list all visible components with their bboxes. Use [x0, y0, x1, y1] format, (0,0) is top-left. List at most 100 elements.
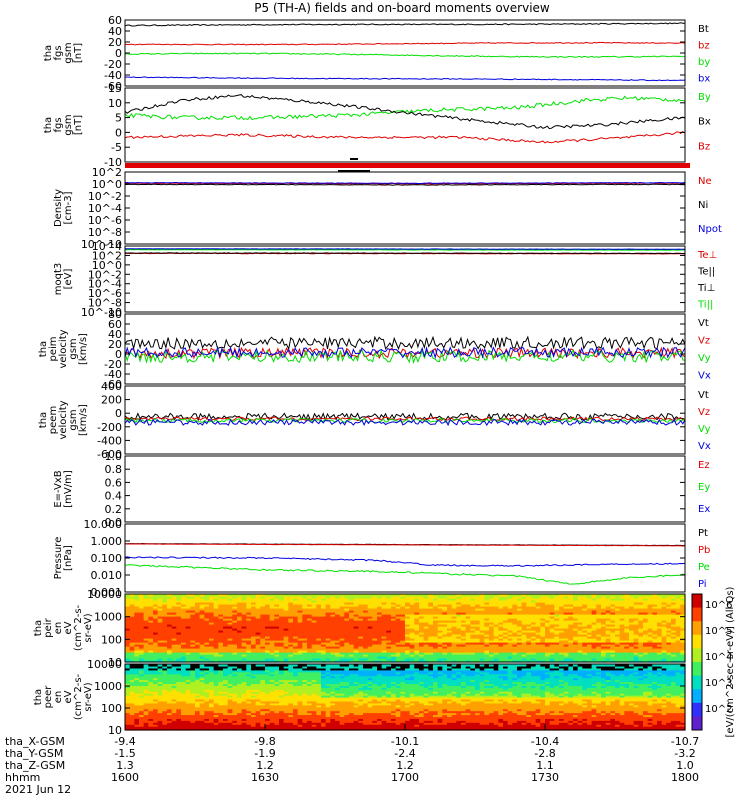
spectrogram-cell: [470, 650, 476, 653]
spectrogram-cell: [125, 634, 131, 637]
spectrogram-cell: [185, 648, 191, 651]
spectrogram-cell: [129, 658, 135, 661]
spectrogram-cell: [167, 622, 173, 625]
spectrogram-cell: [195, 636, 201, 639]
spectrogram-cell: [269, 600, 275, 603]
spectrogram-cell: [391, 644, 397, 647]
spectrogram-cell: [218, 646, 224, 649]
spectrogram-cell: [279, 606, 285, 609]
spectrogram-cell: [489, 608, 495, 611]
spectrogram-cell: [293, 656, 299, 659]
spectrogram-cell: [377, 640, 383, 643]
spectrogram-cell: [437, 636, 443, 639]
spectrogram-cell: [195, 648, 201, 651]
spectrogram-cell: [489, 618, 495, 621]
spectrogram-cell: [405, 610, 411, 613]
y-axis-label: fgs: [53, 45, 64, 60]
spectrogram-cell: [381, 632, 387, 635]
spectrogram-cell: [489, 654, 495, 657]
spectrogram-cell: [293, 658, 299, 661]
y-axis-label: tha: [38, 341, 49, 357]
spectrogram-cell: [535, 636, 541, 639]
spectrogram-cell: [251, 648, 257, 651]
spectrogram-cell: [395, 646, 401, 649]
spectrogram-cell: [353, 598, 359, 601]
spectrogram-cell: [442, 606, 448, 609]
spectrogram-cell: [563, 648, 569, 651]
spectrogram-cell: [405, 654, 411, 657]
spectrogram-cell: [241, 610, 247, 613]
spectrogram-cell: [554, 660, 560, 663]
spectrogram-cell: [251, 654, 257, 657]
spectrogram-cell: [507, 644, 513, 647]
spectrogram-cell: [363, 604, 369, 607]
spectrogram-cell: [129, 604, 135, 607]
spectrogram-cell: [330, 636, 336, 639]
spectrogram-cell: [372, 640, 378, 643]
spectrogram-cell: [456, 630, 462, 633]
spectrogram-cell: [419, 632, 425, 635]
spectrogram-cell: [405, 634, 411, 637]
spectrogram-cell: [498, 658, 504, 661]
spectrogram-cell: [162, 604, 168, 607]
spectrogram-cell: [125, 594, 131, 597]
series-line-Vy: [124, 417, 686, 424]
spectrogram-cell: [125, 614, 131, 617]
spectrogram-cell: [227, 620, 233, 623]
spectrogram-cell: [274, 610, 280, 613]
spectrogram-cell: [442, 618, 448, 621]
spectrogram-cell: [241, 600, 247, 603]
spectrogram-cell: [363, 644, 369, 647]
y-tick-label: 10.000: [84, 518, 123, 531]
spectrogram-cell: [176, 608, 182, 611]
spectrogram-cell: [176, 660, 182, 663]
spectrogram-cell: [335, 632, 341, 635]
spectrogram-cell: [437, 656, 443, 659]
spectrogram-cell: [489, 632, 495, 635]
y-axis-label: gsm: [63, 114, 74, 135]
spectrogram-cell: [400, 638, 406, 641]
spectrogram-cell: [531, 596, 537, 599]
spectrogram-cell: [339, 642, 345, 645]
spectrogram-cell: [433, 610, 439, 613]
spectrogram-cell: [559, 654, 565, 657]
spectrogram-cell: [540, 634, 546, 637]
spectrogram-cell: [181, 632, 187, 635]
spectrogram-cell: [260, 648, 266, 651]
spectrogram-cell: [316, 604, 322, 607]
spectrogram-cell: [512, 620, 518, 623]
spectrogram-cell: [232, 652, 238, 655]
spectrogram-cell: [456, 638, 462, 641]
spectrogram-cell: [573, 600, 579, 603]
spectrogram-cell: [470, 634, 476, 637]
spectrogram-cell: [545, 604, 551, 607]
spectrogram-cell: [125, 660, 131, 663]
spectrogram-cell: [316, 648, 322, 651]
spectrogram-cell: [559, 608, 565, 611]
spectrogram-cell: [414, 652, 420, 655]
spectrogram-cell: [437, 604, 443, 607]
spectrogram-cell: [367, 640, 373, 643]
spectrogram-cell: [199, 602, 205, 605]
spectrogram-cell: [293, 660, 299, 663]
spectrogram-cell: [545, 602, 551, 605]
spectrogram-cell: [302, 608, 308, 611]
y-tick-label: 10^-8: [88, 297, 122, 310]
spectrogram-cell: [325, 654, 331, 657]
spectrogram-cell: [377, 636, 383, 639]
spectrogram-cell: [456, 598, 462, 601]
spectrogram-cell: [535, 632, 541, 635]
spectrogram-cell: [251, 606, 257, 609]
spectrogram-cell: [255, 656, 261, 659]
spectrogram-cell: [330, 638, 336, 641]
spectrogram-cell: [540, 616, 546, 619]
spectrogram-cell: [190, 650, 196, 653]
spectrogram-cell: [409, 618, 415, 621]
y-axis-label: peim: [48, 336, 59, 361]
spectrogram-cell: [157, 630, 163, 633]
spectrogram-cell: [316, 608, 322, 611]
spectrogram-cell: [311, 634, 317, 637]
spectrogram-cell: [139, 598, 145, 601]
spectrogram-cell: [447, 654, 453, 657]
spectrogram-cell: [251, 622, 257, 625]
